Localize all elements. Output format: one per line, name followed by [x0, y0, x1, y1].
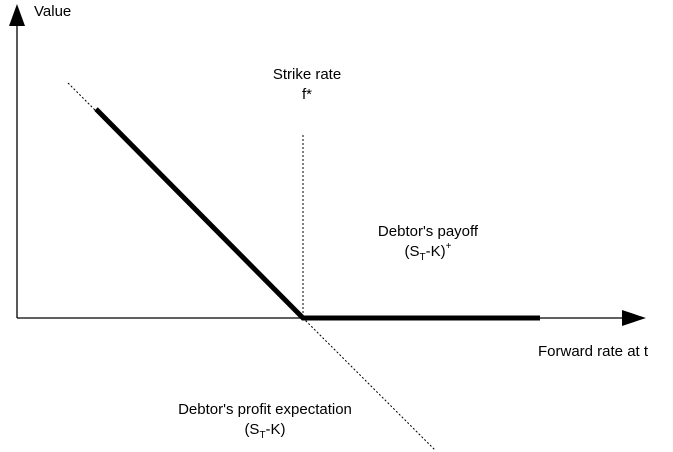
strike-symbol: f* — [302, 86, 312, 103]
expectation-formula: (ST-K) — [244, 421, 285, 441]
x-axis-label: Forward rate at t — [538, 343, 649, 360]
payoff-formula: (ST-K)+ — [405, 241, 452, 263]
formula-subscript: T — [259, 430, 265, 441]
payoff-line — [94, 107, 540, 321]
strike-label: Strike rate — [273, 66, 341, 83]
formula-superscript: + — [446, 241, 452, 252]
y-axis-arrow — [9, 4, 25, 26]
expectation-label: Debtor's profit expectation — [178, 401, 352, 418]
y-axis-label: Value — [34, 3, 71, 20]
formula-part: (S — [405, 243, 420, 260]
formula-part: -K) — [266, 421, 286, 438]
formula-part: (S — [244, 421, 259, 438]
x-axis-arrow — [622, 310, 646, 326]
payoff-label: Debtor's payoff — [378, 223, 479, 240]
profit-expectation-line — [67, 82, 436, 451]
formula-subscript: T — [420, 252, 426, 263]
formula-part: -K) — [426, 243, 446, 260]
